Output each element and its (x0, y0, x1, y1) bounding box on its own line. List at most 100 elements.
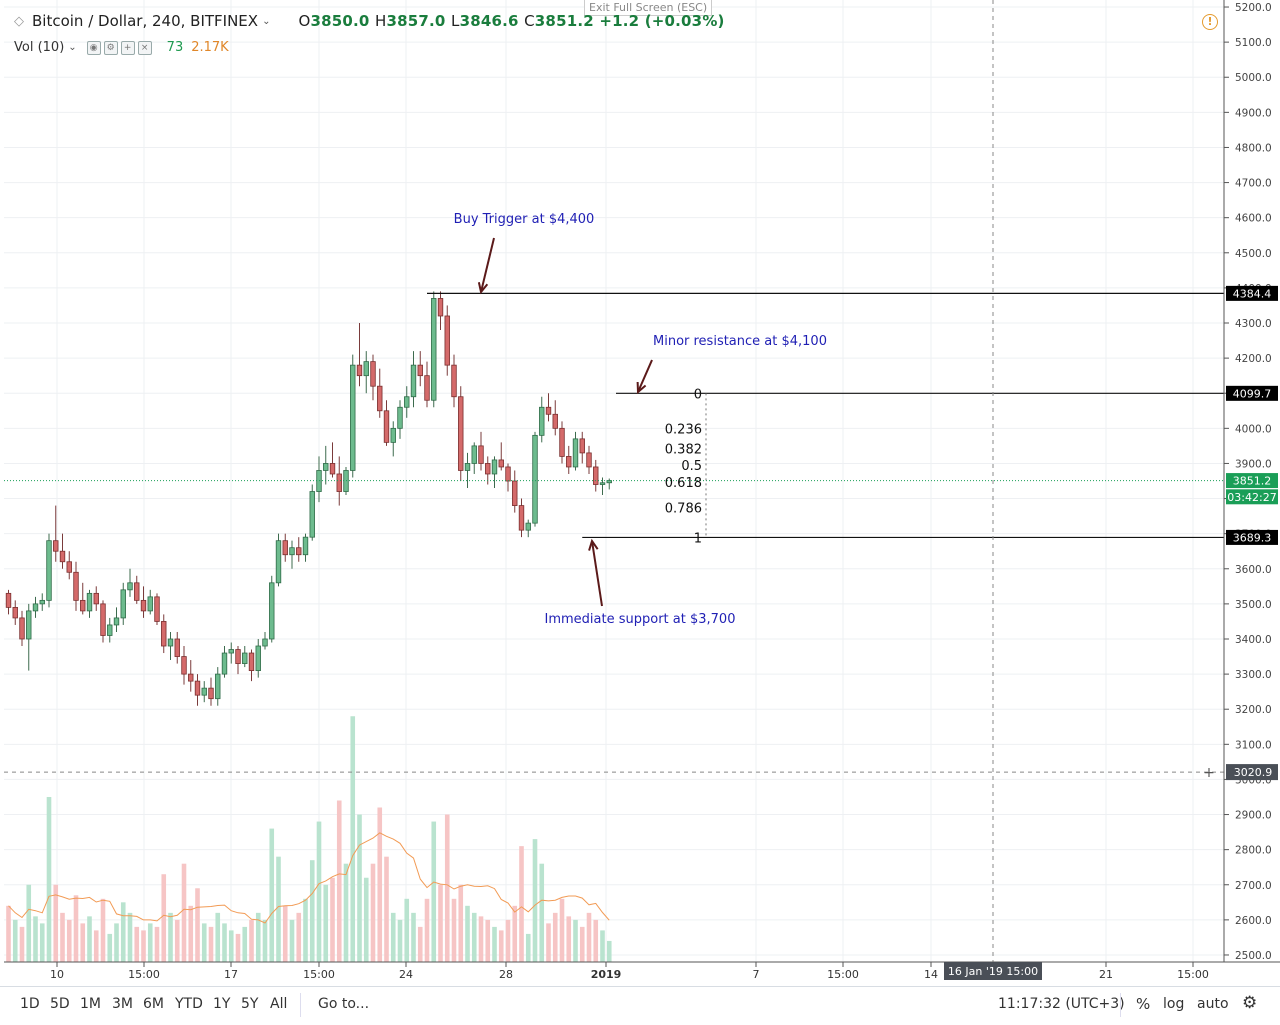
volume-bar (357, 814, 362, 962)
y-tick-label: 4900.0 (1235, 107, 1272, 119)
volume-bar (201, 923, 207, 962)
volume-bar (384, 856, 389, 962)
exit-fullscreen-button[interactable]: Exit Full Screen (ESC) (584, 0, 713, 16)
candle-body (397, 406, 403, 429)
candle (323, 445, 329, 485)
percent-scale-button[interactable]: % (1136, 995, 1151, 1013)
candle-body (59, 550, 66, 563)
volume-bar (451, 898, 457, 962)
clock-timezone[interactable]: 11:17:32 (UTC+3) (998, 996, 1125, 1012)
arrowhead-icon (588, 538, 599, 551)
timeframe-3m[interactable]: 3M (112, 996, 133, 1012)
candle (107, 617, 113, 643)
candle (559, 421, 565, 464)
candle (39, 593, 45, 611)
price-tag-label: 03:42:27 (1227, 491, 1276, 504)
candle-body (255, 645, 261, 671)
volume-bar (532, 839, 538, 962)
y-tick-label: 4300.0 (1235, 318, 1272, 330)
candle-body (100, 603, 106, 636)
volume-bar (593, 919, 599, 962)
volume-bar (363, 877, 369, 962)
auto-scale-button[interactable]: auto (1197, 996, 1229, 1012)
volume-bar (269, 828, 275, 962)
candle (586, 445, 592, 474)
candle (397, 400, 403, 439)
volume-bar (134, 926, 140, 962)
gear-icon[interactable]: ⚙ (1242, 993, 1258, 1013)
volume-bar (141, 930, 146, 962)
x-tick-label: 28 (499, 968, 513, 981)
candle (309, 484, 315, 541)
timeframe-1m[interactable]: 1M (80, 996, 101, 1012)
high-label: H (375, 12, 387, 30)
settings-icon[interactable]: ⚙ (103, 40, 118, 55)
y-tick-label: 5200.0 (1235, 2, 1272, 14)
chevron-down-icon[interactable]: ⌄ (68, 42, 77, 53)
volume-bar (492, 926, 497, 962)
volume-ma-line (8, 832, 610, 924)
x-tick-label: 17 (224, 968, 238, 981)
price-tag (1226, 489, 1278, 505)
log-scale-button[interactable]: log (1163, 996, 1185, 1012)
volume-bar (323, 884, 329, 962)
volume-label[interactable]: Vol (10) (14, 40, 65, 55)
add-icon[interactable]: + (120, 40, 135, 55)
timeframe-ytd[interactable]: YTD (175, 996, 203, 1012)
volume-value: 2.17K (191, 40, 229, 55)
goto-button[interactable]: Go to... (318, 996, 370, 1012)
volume-bar (350, 716, 356, 962)
candle-body (377, 385, 383, 412)
volume-bar (93, 930, 99, 962)
candle (532, 431, 538, 527)
candle (518, 498, 525, 538)
candle (93, 586, 99, 611)
volume-bar (539, 863, 545, 962)
timeframe-5y[interactable]: 5Y (241, 996, 259, 1012)
candle (525, 519, 531, 538)
candle-body (39, 599, 45, 605)
high-value: 3857.0 (386, 12, 446, 30)
candle (228, 642, 234, 664)
candle-body (539, 406, 545, 436)
alert-icon[interactable]: ! (1202, 14, 1218, 30)
candle (127, 568, 133, 597)
timeframe-all[interactable]: All (270, 996, 288, 1012)
volume-bar (444, 814, 450, 962)
fib-level-label: 1 (694, 531, 702, 546)
candle-body (458, 396, 464, 471)
timeframe-1d[interactable]: 1D (20, 996, 40, 1012)
x-tick-label: 7 (753, 968, 760, 981)
candle-body (120, 589, 126, 619)
volume-bar (235, 933, 241, 962)
volume-bar (431, 821, 437, 962)
candle-body (73, 571, 79, 601)
crosshair-x-label: 16 Jan '19 15:00 (948, 965, 1038, 978)
volume-bar (404, 898, 410, 962)
timeframe-6m[interactable]: 6M (143, 996, 164, 1012)
volume-bar (114, 923, 119, 962)
candle-body (302, 536, 309, 556)
crosshair-x-tag (944, 962, 1042, 980)
timeframe-5d[interactable]: 5D (50, 996, 70, 1012)
x-tick-label: 14 (924, 968, 938, 981)
volume-bar (188, 905, 194, 962)
candle (86, 589, 93, 618)
y-tick-label: 3300.0 (1235, 669, 1272, 681)
y-tick-label: 5000.0 (1235, 72, 1272, 84)
chevron-down-icon[interactable]: ⌄ (262, 15, 271, 27)
collapse-icon[interactable]: ◇ (14, 13, 24, 29)
x-tick-label: 15:00 (827, 968, 859, 981)
candle-body (296, 547, 302, 556)
visibility-icon[interactable]: ◉ (86, 40, 101, 55)
candle (167, 631, 174, 661)
remove-icon[interactable]: × (137, 40, 152, 55)
candle (147, 589, 153, 615)
fib-level-label: 0.236 (665, 422, 702, 437)
symbol-title[interactable]: Bitcoin / Dollar, 240, BITFINEX (32, 12, 259, 30)
y-tick-label: 4500.0 (1235, 248, 1272, 260)
candle (100, 600, 106, 643)
volume-bar (26, 884, 32, 962)
timeframe-1y[interactable]: 1Y (213, 996, 231, 1012)
